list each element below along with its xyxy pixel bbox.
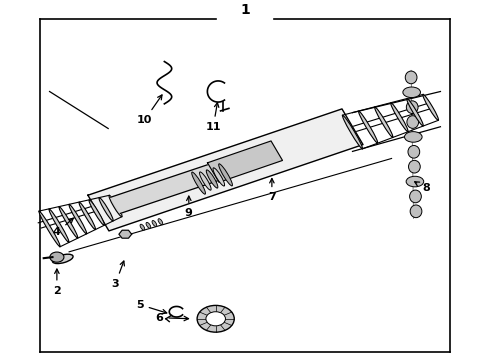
Ellipse shape [109,195,122,217]
Ellipse shape [199,172,211,190]
Text: 1: 1 [240,3,250,17]
Ellipse shape [158,219,163,225]
Ellipse shape [410,205,422,218]
Ellipse shape [152,221,157,226]
Ellipse shape [403,87,420,98]
Ellipse shape [374,107,393,138]
Ellipse shape [213,168,224,186]
Ellipse shape [39,211,60,247]
Ellipse shape [406,101,418,113]
Ellipse shape [405,71,417,84]
Ellipse shape [407,99,423,126]
Text: 4: 4 [53,218,74,238]
Ellipse shape [406,176,424,187]
Ellipse shape [69,204,87,234]
Ellipse shape [405,132,422,142]
Ellipse shape [52,254,73,264]
Ellipse shape [407,116,418,129]
Text: 8: 8 [415,182,430,193]
Ellipse shape [99,198,113,221]
Ellipse shape [146,222,151,228]
Text: 11: 11 [205,103,221,132]
Ellipse shape [408,145,420,158]
Ellipse shape [343,115,363,149]
Text: 7: 7 [268,179,276,202]
Text: 3: 3 [112,261,124,289]
Ellipse shape [49,209,69,243]
Circle shape [197,305,234,332]
Text: 6: 6 [155,313,189,323]
Polygon shape [88,109,363,231]
Circle shape [206,312,225,326]
Ellipse shape [206,170,218,188]
Ellipse shape [423,94,439,120]
Ellipse shape [359,111,378,143]
Ellipse shape [391,103,408,132]
Text: 9: 9 [185,196,193,218]
Ellipse shape [79,202,96,230]
Ellipse shape [140,224,145,230]
Polygon shape [207,141,283,182]
Text: 2: 2 [53,269,61,296]
Text: 5: 5 [136,300,167,314]
Ellipse shape [59,207,78,238]
Ellipse shape [410,190,421,203]
Ellipse shape [219,164,232,186]
Circle shape [50,252,64,262]
Ellipse shape [89,200,104,225]
Polygon shape [111,165,218,213]
Ellipse shape [409,160,420,173]
Polygon shape [119,230,132,238]
Text: 10: 10 [137,95,162,125]
Ellipse shape [192,172,205,194]
